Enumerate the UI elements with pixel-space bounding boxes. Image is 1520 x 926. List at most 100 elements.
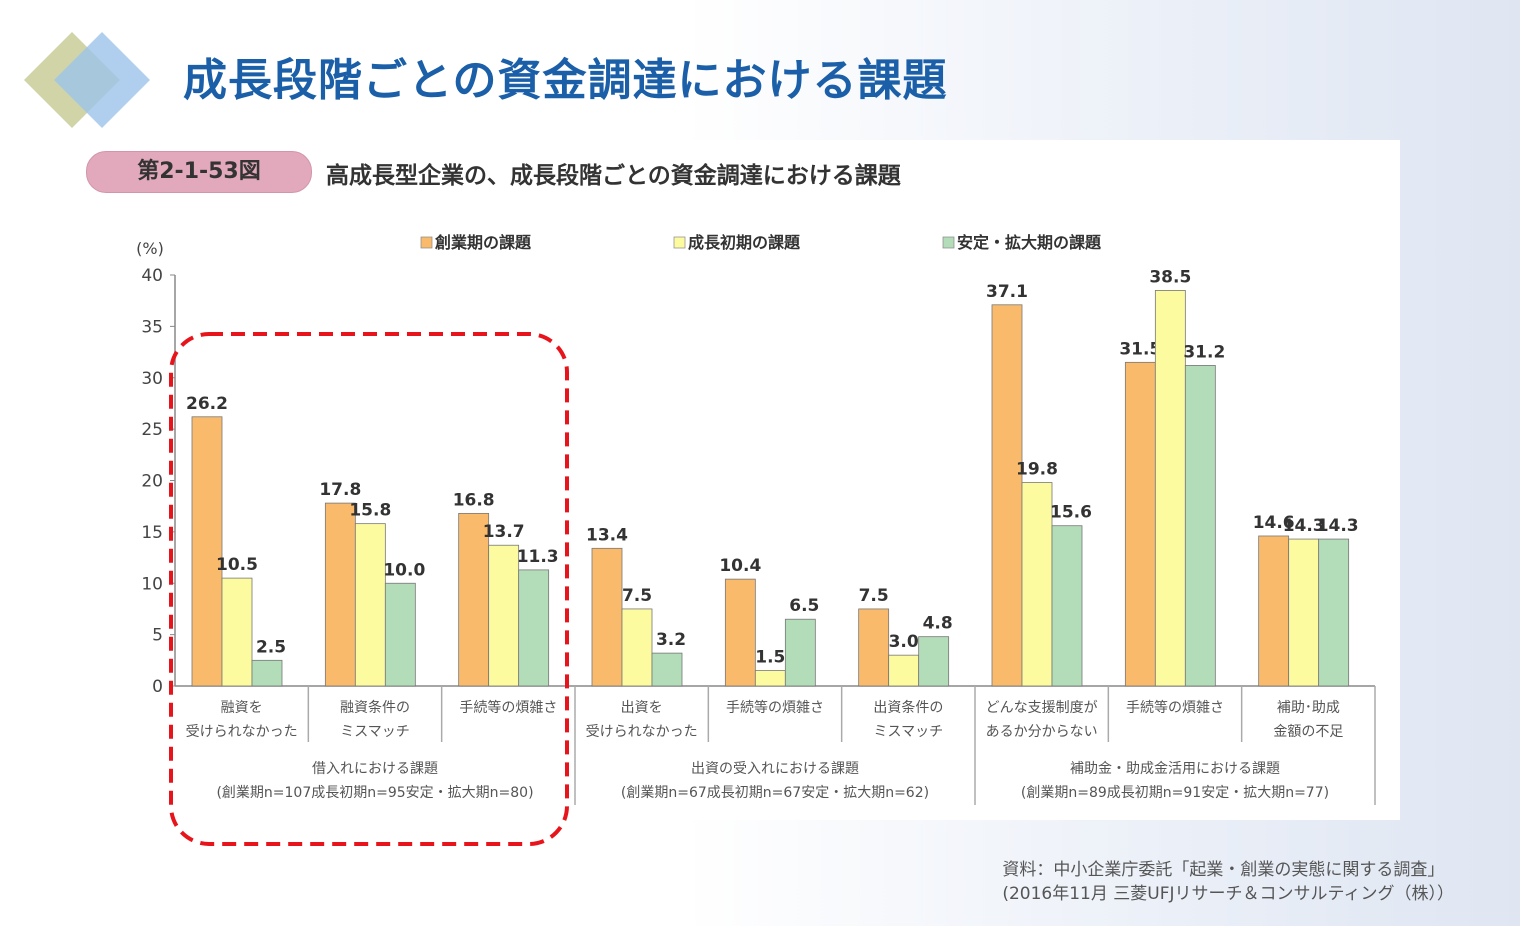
- data-label: 38.5: [1149, 267, 1191, 287]
- bar: [1258, 535, 1290, 687]
- data-label: 17.8: [319, 480, 361, 500]
- data-label: 13.4: [586, 525, 628, 545]
- y-tick-label: 40: [141, 266, 163, 286]
- legend-label: 創業期の課題: [434, 233, 532, 252]
- bar: [724, 578, 756, 687]
- y-tick-label: 35: [141, 317, 163, 337]
- group-sample-size: (創業期n=89成長初期n=91安定・拡大期n=77): [1021, 784, 1329, 801]
- highlight-box: [169, 332, 569, 846]
- bar: [858, 608, 890, 687]
- category-label: 出資条件の: [873, 699, 943, 716]
- category-label: あるか分からない: [986, 724, 1098, 740]
- figure-number-badge: 第2-1-53図: [86, 151, 312, 193]
- data-label: 14.3: [1283, 516, 1325, 536]
- bar: [488, 544, 520, 687]
- data-label: 3.0: [889, 632, 919, 652]
- bar: [518, 569, 550, 687]
- data-label: 4.8: [923, 614, 953, 634]
- bar: [784, 618, 816, 687]
- data-label: 7.5: [622, 586, 652, 606]
- category-label: 受けられなかった: [586, 724, 698, 740]
- group-label: 借入れにおける課題: [312, 761, 438, 777]
- bar: [1124, 361, 1156, 687]
- group-label: 補助金・助成金活用における課題: [1070, 761, 1280, 777]
- source-line-1: 資料：中小企業庁委託「起業・創業の実態に関する調査」: [1002, 860, 1445, 880]
- page-title: 成長段階ごとの資金調達における課題: [183, 55, 948, 106]
- bar: [354, 523, 386, 687]
- category-label: 金額の不足: [1273, 724, 1343, 740]
- category-label: 手続等の煩雑さ: [459, 699, 557, 716]
- y-axis-label: (%): [136, 239, 164, 258]
- data-label: 3.2: [656, 630, 686, 650]
- bar: [888, 654, 920, 687]
- category-label: どんな支援制度が: [986, 700, 1098, 716]
- bar: [324, 502, 356, 687]
- data-label: 37.1: [986, 282, 1028, 302]
- y-tick-label: 20: [141, 472, 163, 492]
- y-tick-label: 10: [141, 574, 163, 594]
- data-label: 1.5: [755, 648, 785, 668]
- data-label: 15.6: [1050, 503, 1092, 523]
- data-label: 6.5: [789, 596, 819, 616]
- bar: [458, 512, 490, 687]
- data-label: 2.5: [256, 637, 286, 657]
- bar: [1154, 290, 1186, 687]
- legend-label: 成長初期の課題: [688, 233, 801, 252]
- y-tick-label: 25: [141, 420, 163, 440]
- category-label: 出資を: [621, 700, 663, 716]
- category-label: 受けられなかった: [186, 724, 298, 740]
- legend-swatch: [942, 236, 955, 249]
- bar: [754, 670, 786, 687]
- bar: [191, 416, 223, 687]
- bar: [384, 582, 416, 687]
- diamond-logo-icon: [24, 32, 150, 128]
- category-label: 手続等の煩雑さ: [1126, 699, 1224, 716]
- data-label: 7.5: [859, 586, 889, 606]
- y-tick-label: 30: [141, 369, 163, 389]
- legend-swatch: [420, 236, 433, 249]
- group-label: 出資の受入れにおける課題: [691, 761, 859, 777]
- category-label: 融資を: [221, 700, 263, 716]
- category-label: 融資条件の: [340, 699, 410, 716]
- data-label: 10.5: [216, 555, 258, 575]
- data-label: 13.7: [483, 522, 525, 542]
- source-note: 資料：中小企業庁委託「起業・創業の実態に関する調査」 (2016年11月 三菱U…: [1002, 858, 1454, 906]
- group-sample-size: (創業期n=67成長初期n=67安定・拡大期n=62): [621, 784, 929, 801]
- group-sample-size: (創業期n=107成長初期n=95安定・拡大期n=80): [216, 784, 533, 801]
- category-label: 補助･助成: [1277, 700, 1340, 716]
- data-label: 14.6: [1253, 513, 1295, 533]
- source-line-2: (2016年11月 三菱UFJリサーチ＆コンサルティング（株））: [1002, 884, 1454, 904]
- category-label: ミスマッチ: [340, 724, 410, 740]
- data-label: 26.2: [186, 394, 228, 414]
- bar: [1051, 525, 1083, 687]
- category-label: ミスマッチ: [874, 724, 944, 740]
- figure-title: 高成長型企業の、成長段階ごとの資金調達における課題: [326, 163, 901, 189]
- bar: [251, 659, 283, 687]
- legend-swatch: [673, 236, 686, 249]
- data-label: 15.8: [349, 501, 391, 521]
- y-tick-label: 5: [152, 626, 163, 646]
- bar: [918, 636, 950, 687]
- data-label: 10.0: [383, 560, 425, 580]
- bar: [1288, 538, 1320, 687]
- bar: [591, 547, 623, 687]
- data-label: 14.3: [1317, 516, 1359, 536]
- legend-label: 安定・拡大期の課題: [957, 233, 1102, 252]
- bar: [1184, 365, 1216, 687]
- category-label: 手続等の煩雑さ: [726, 699, 824, 716]
- bar: [621, 608, 653, 687]
- bar: [651, 652, 683, 687]
- y-tick-label: 15: [141, 523, 163, 543]
- data-label: 10.4: [719, 556, 761, 576]
- bar: [1318, 538, 1350, 687]
- bar: [991, 304, 1023, 687]
- bar: [221, 577, 253, 687]
- bar: [1021, 482, 1053, 687]
- y-tick-label: 0: [152, 677, 163, 697]
- data-label: 31.2: [1183, 342, 1225, 362]
- data-label: 16.8: [453, 490, 495, 510]
- data-label: 19.8: [1016, 460, 1058, 480]
- data-label: 11.3: [517, 547, 559, 567]
- data-label: 31.5: [1119, 339, 1161, 359]
